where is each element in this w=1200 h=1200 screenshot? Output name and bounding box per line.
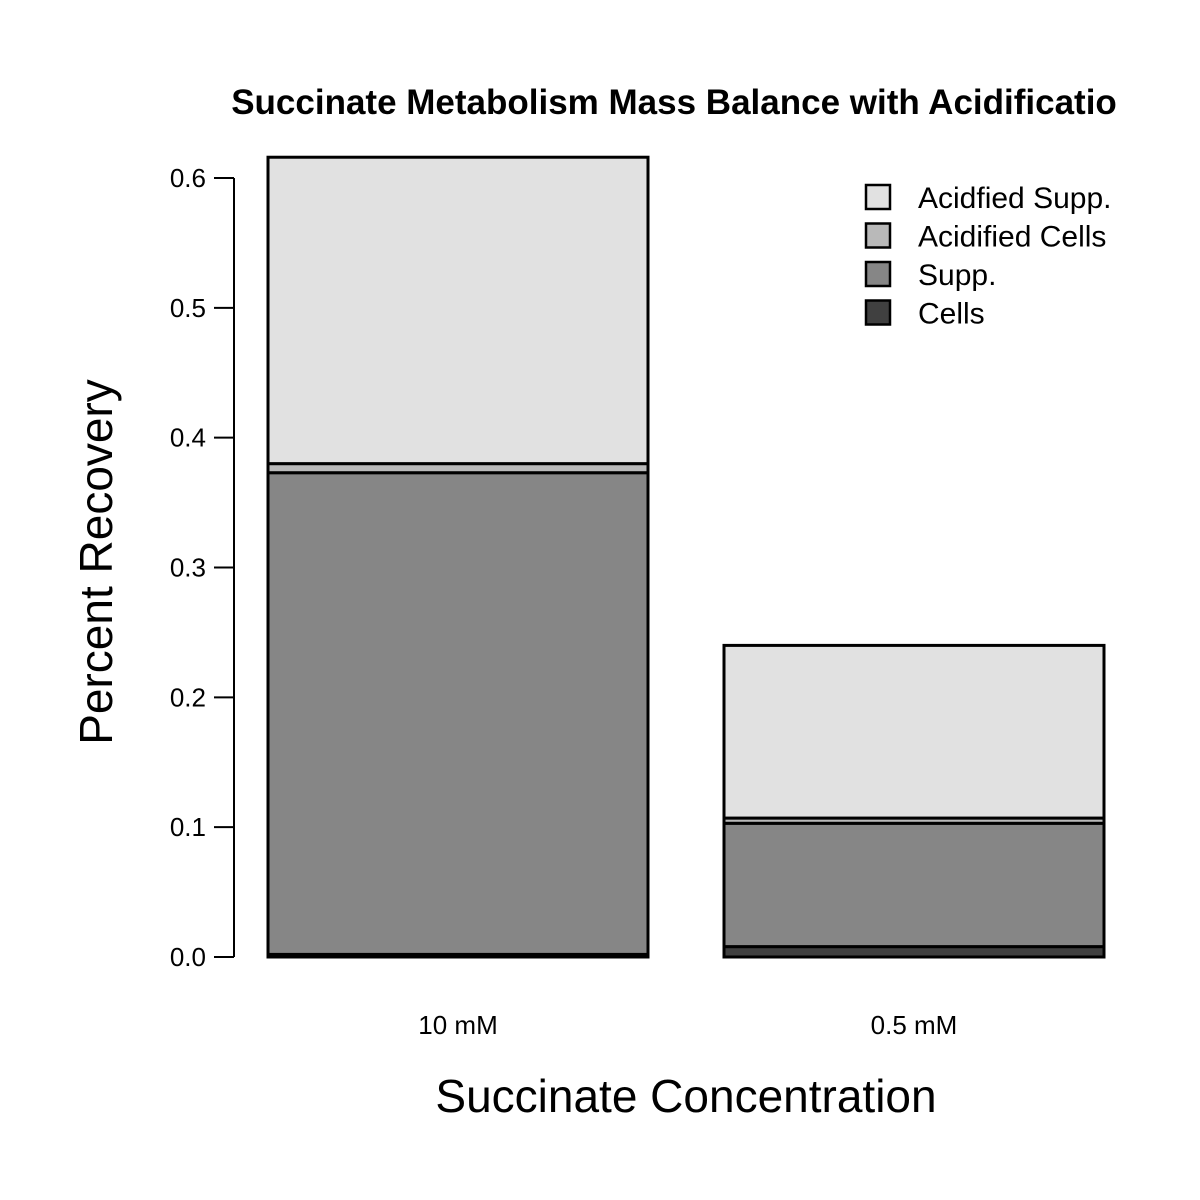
chart-title: Succinate Metabolism Mass Balance with A… (231, 83, 1117, 122)
y-tick-label: 0.3 (170, 553, 206, 583)
legend-swatch (864, 183, 892, 211)
legend-label: Supp. (918, 259, 996, 292)
x-tick-label: 10 mM (418, 1010, 497, 1040)
legend-label: Cells (918, 298, 985, 331)
y-tick-label: 0.4 (170, 423, 206, 453)
bar-stack (722, 643, 1106, 959)
y-tick-label: 0.5 (170, 293, 206, 323)
bar-segment-acidfied-supp (722, 643, 1106, 820)
legend: Acidfied Supp. Acidified Cells Supp. Cells (864, 182, 1111, 331)
legend-item: Acidfied Supp. (864, 182, 1111, 215)
legend-swatch (864, 299, 892, 326)
x-axis-label: Succinate Concentration (435, 1070, 936, 1122)
legend-swatch (864, 222, 892, 249)
y-axis-label: Percent Recovery (70, 379, 122, 745)
bar-segment-supp (266, 471, 650, 956)
y-tick-label: 0.1 (170, 812, 206, 842)
y-tick-label: 0.6 (170, 163, 206, 193)
bar-segment-acidfied-supp (266, 155, 650, 466)
legend-label: Acidfied Supp. (918, 182, 1111, 215)
bars (266, 155, 1106, 959)
legend-item: Cells (864, 298, 985, 331)
x-tick-labels: 10 mM 0.5 mM (418, 1010, 957, 1040)
legend-label: Acidified Cells (918, 221, 1106, 254)
bar-segment-cells (722, 945, 1106, 959)
y-tick-label: 0.0 (170, 942, 206, 972)
bar-stack (266, 155, 650, 959)
y-tick-label: 0.2 (170, 682, 206, 712)
x-tick-label: 0.5 mM (871, 1010, 958, 1040)
legend-item: Supp. (864, 259, 996, 292)
legend-swatch (864, 260, 892, 288)
legend-item: Acidified Cells (864, 221, 1106, 254)
bar-segment-supp (722, 821, 1106, 949)
y-axis: 0.0 0.1 0.2 0.3 0.4 0.5 0.6 (170, 163, 235, 972)
